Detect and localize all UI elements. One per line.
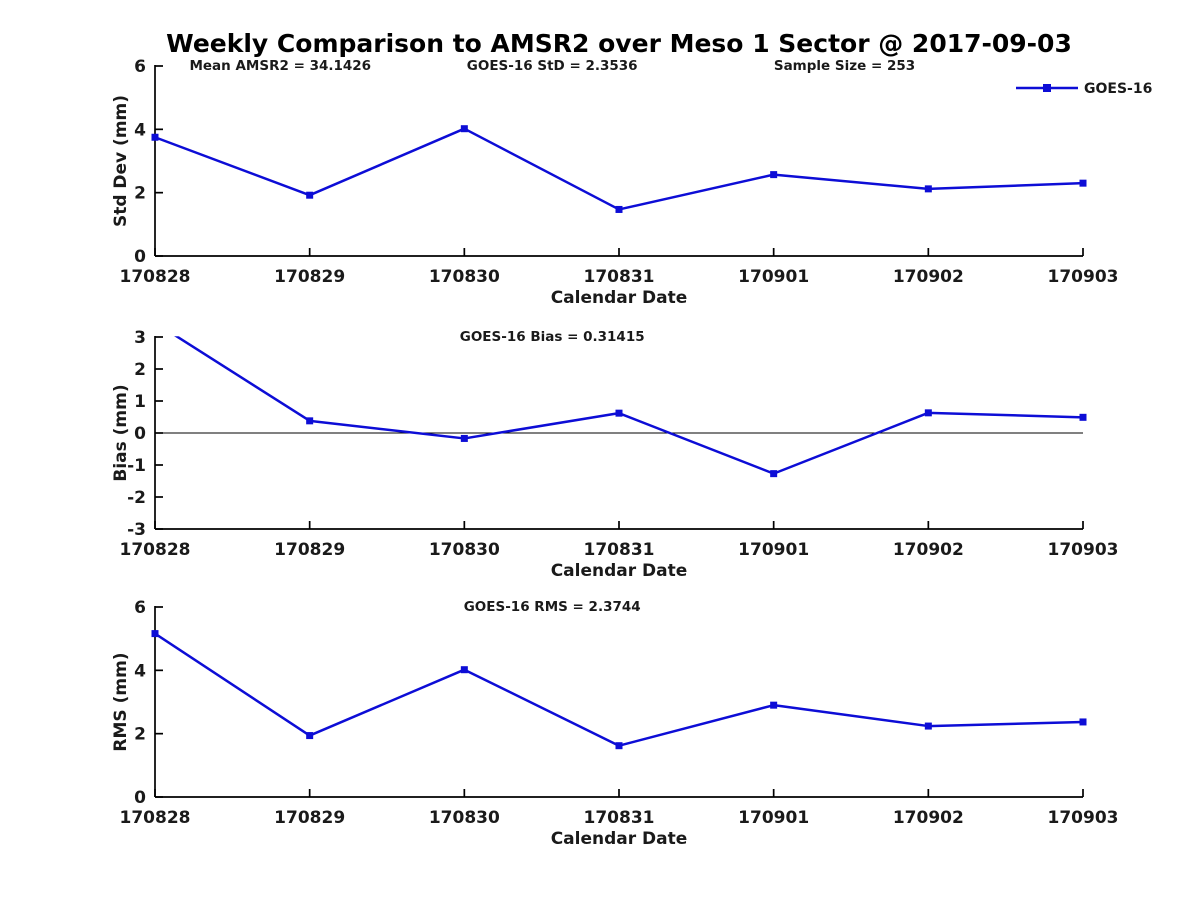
y-axis-label: RMS (mm) — [111, 652, 131, 751]
data-line — [174, 336, 1084, 475]
data-point-marker — [1079, 179, 1087, 187]
annotation-std-dev: Sample Size = 253 — [774, 58, 915, 74]
y-tick-label: 2 — [134, 725, 146, 745]
legend-label: GOES-16 — [1084, 81, 1152, 97]
x-axis-label: Calendar Date — [551, 829, 688, 849]
data-point-marker — [1079, 718, 1087, 726]
data-point-marker — [770, 701, 778, 709]
x-tick-label: 170830 — [429, 267, 500, 287]
legend: GOES-16 — [1016, 81, 1152, 97]
y-tick-label: 4 — [134, 120, 146, 140]
x-tick-label: 170901 — [738, 540, 809, 560]
legend-marker — [1043, 84, 1051, 92]
series-GOES-16 — [151, 125, 1087, 213]
x-axis-label: Calendar Date — [551, 561, 688, 581]
x-tick-label: 170829 — [274, 808, 345, 828]
y-tick-label: 1 — [134, 392, 146, 412]
data-line — [154, 127, 1084, 211]
x-tick-label: 170902 — [893, 267, 964, 287]
rms-chart: 0 2 4 6 170828 170829 170830 170831 170901 170902… — [111, 598, 1118, 849]
data-point-marker — [924, 409, 932, 417]
data-point-marker — [306, 732, 314, 740]
data-point-marker — [770, 470, 778, 478]
y-tick-label: -2 — [127, 488, 146, 508]
x-tick-label: 170903 — [1048, 267, 1119, 287]
data-point-marker — [306, 417, 314, 425]
data-point-marker — [615, 205, 623, 213]
y-tick-label: 0 — [134, 247, 146, 267]
data-point-marker — [151, 133, 159, 141]
y-tick-label: -3 — [127, 520, 146, 540]
x-tick-label: 170831 — [584, 808, 655, 828]
y-axis-label: Bias (mm) — [111, 384, 131, 481]
series-GOES-16 — [152, 319, 1087, 478]
data-line — [154, 632, 1084, 747]
x-tick-label: 170902 — [893, 540, 964, 560]
data-point-marker — [460, 125, 468, 133]
x-tick-label: 170831 — [584, 540, 655, 560]
x-tick-label: 170828 — [120, 808, 191, 828]
data-point-marker — [152, 319, 159, 326]
annotation-rms: GOES-16 RMS = 2.3744 — [464, 599, 641, 615]
y-tick-label: 4 — [134, 661, 146, 681]
std-dev-chart: 0 2 4 6 170828 170829 170830 170831 170901 170902… — [111, 57, 1118, 308]
data-point-marker — [770, 171, 778, 179]
y-axis-label: Std Dev (mm) — [111, 95, 131, 227]
y-tick-label: 2 — [134, 360, 146, 380]
x-tick-label: 170902 — [893, 808, 964, 828]
data-point-marker — [924, 185, 932, 193]
data-point-marker — [924, 722, 932, 730]
annotation-std-dev: GOES-16 StD = 2.3536 — [467, 58, 638, 74]
data-point-marker — [460, 666, 468, 674]
x-tick-label: 170829 — [274, 540, 345, 560]
annotation-bias: GOES-16 Bias = 0.31415 — [460, 329, 645, 345]
x-tick-label: 170901 — [738, 267, 809, 287]
bias-chart: -3 -2 -1 0 1 2 3 170828 170829 170830 170831 170901… — [111, 319, 1119, 581]
y-tick-label: 6 — [134, 57, 146, 77]
x-tick-label: 170831 — [584, 267, 655, 287]
series-GOES-16 — [151, 630, 1087, 750]
x-tick-label: 170829 — [274, 267, 345, 287]
x-tick-label: 170830 — [429, 540, 500, 560]
x-tick-label: 170828 — [120, 540, 191, 560]
data-point-marker — [615, 409, 623, 417]
x-tick-label: 170901 — [738, 808, 809, 828]
y-tick-label: 6 — [134, 598, 146, 618]
y-tick-label: 0 — [134, 424, 146, 444]
figure-title: Weekly Comparison to AMSR2 over Meso 1 S… — [166, 29, 1072, 58]
y-tick-label: 2 — [134, 184, 146, 204]
data-point-marker — [1079, 413, 1087, 421]
data-point-marker — [460, 434, 468, 442]
x-tick-label: 170830 — [429, 808, 500, 828]
y-tick-label: 3 — [134, 328, 146, 348]
data-point-marker — [615, 742, 623, 750]
x-axis-label: Calendar Date — [551, 288, 688, 308]
x-tick-label: 170903 — [1048, 808, 1119, 828]
y-tick-label: -1 — [127, 456, 146, 476]
data-point-marker — [151, 630, 159, 638]
x-tick-label: 170828 — [120, 267, 191, 287]
x-tick-label: 170903 — [1048, 540, 1119, 560]
annotation-std-dev: Mean AMSR2 = 34.1426 — [189, 58, 371, 74]
y-tick-label: 0 — [134, 788, 146, 808]
data-point-marker — [306, 191, 314, 199]
